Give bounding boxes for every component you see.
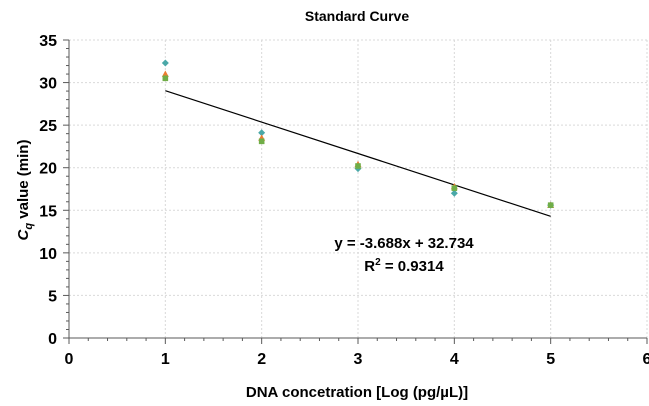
x-axis-label: DNA concetration [Log (pg/µL)]	[246, 384, 468, 401]
y-tick-label: 25	[39, 118, 57, 135]
data-points	[161, 59, 555, 209]
r-squared-value: = 0.9314	[381, 258, 445, 275]
data-point-series-3	[451, 185, 458, 191]
x-tick-label: 4	[450, 351, 459, 368]
r-squared-sup: 2	[375, 257, 381, 268]
y-tick-label: 0	[48, 331, 57, 348]
y-tick-label: 15	[39, 203, 57, 220]
r-squared-label: R2 = 0.9314	[364, 257, 444, 275]
gridlines	[69, 39, 648, 338]
chart-title: Standard Curve	[305, 8, 409, 24]
axes	[63, 39, 648, 344]
data-point-series-2	[161, 70, 169, 77]
trendline-group	[165, 90, 551, 217]
y-axis-label-rest: value (min)	[15, 140, 32, 223]
y-tick-labels: 0 5 10 15 20 25 30 35	[39, 33, 57, 348]
x-tick-label: 5	[546, 351, 555, 368]
data-point-series-1	[258, 129, 266, 137]
y-tick-label: 20	[39, 161, 57, 178]
r-squared-prefix: R	[364, 258, 375, 275]
x-tick-label: 0	[65, 351, 74, 368]
data-point-series-3	[162, 75, 169, 82]
y-axis-label: Cq value (min)	[15, 140, 35, 241]
x-tick-label: 2	[257, 351, 266, 368]
x-tick-label: 3	[354, 351, 363, 368]
data-point-series-1	[161, 59, 169, 67]
x-tick-label: 1	[161, 351, 170, 368]
data-point-series-3	[258, 138, 265, 145]
trendline	[165, 90, 551, 217]
data-point-series-3	[547, 202, 554, 208]
y-tick-label: 10	[39, 246, 57, 263]
y-axis-label-sub: q	[23, 223, 35, 230]
x-tick-labels: 0 1 2 3 4 5 6	[65, 351, 649, 368]
data-point-series-3	[355, 163, 361, 169]
y-tick-label: 35	[39, 33, 57, 50]
y-tick-label: 5	[48, 288, 57, 305]
y-tick-label: 30	[39, 76, 57, 93]
x-tick-label: 6	[643, 351, 649, 368]
trendline-equation: y = -3.688x + 32.734	[334, 235, 474, 252]
y-axis-label-main: C	[15, 228, 32, 240]
data-point-series-1	[450, 189, 458, 197]
